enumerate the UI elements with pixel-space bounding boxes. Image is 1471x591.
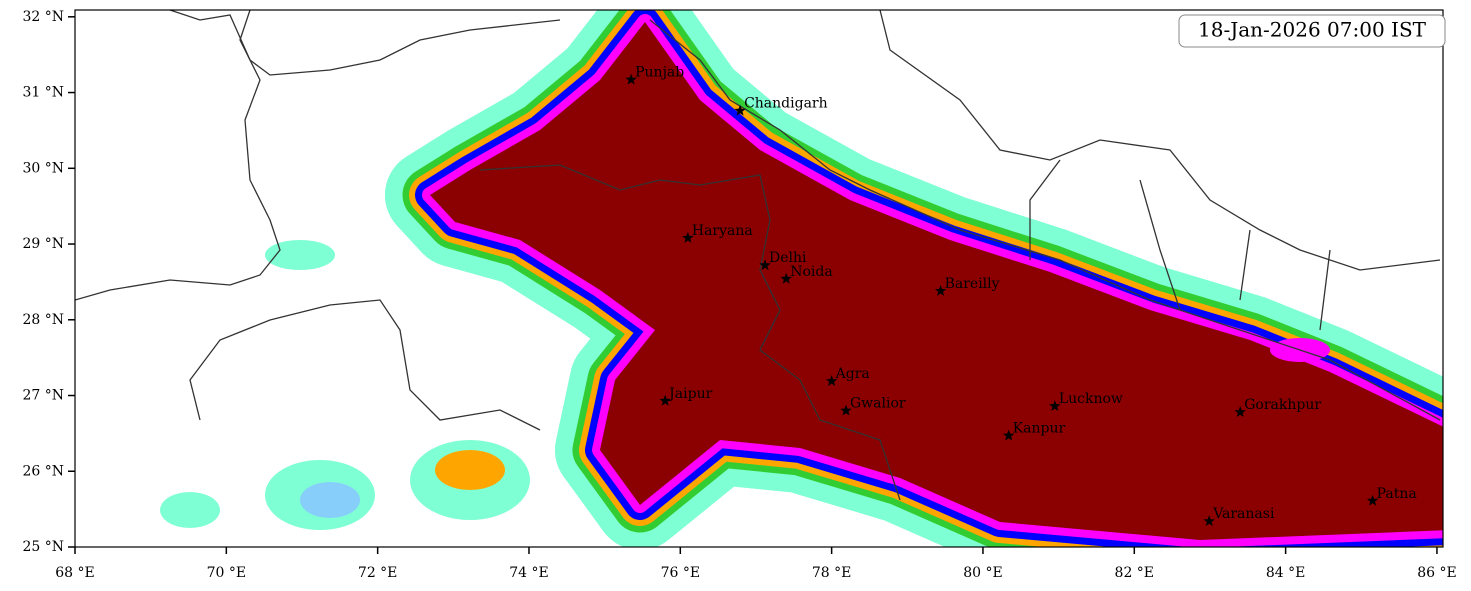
city-marker	[1203, 515, 1215, 527]
city-marker	[825, 375, 838, 386]
x-tick-label: 78 °E	[812, 565, 851, 581]
x-tick-label: 80 °E	[963, 565, 1002, 581]
city-marker	[659, 394, 671, 406]
city-label: Chandigarh	[744, 96, 828, 112]
plot-frame	[74, 9, 1444, 548]
x-tick-label: 82 °E	[1115, 565, 1154, 581]
x-tick-label: 76 °E	[661, 565, 700, 581]
city-marker	[1366, 494, 1379, 506]
x-tick-label: 84 °E	[1266, 565, 1305, 581]
borders	[75, 10, 1441, 501]
city-marker	[1234, 406, 1246, 417]
y-tick-label: 31 °N	[22, 85, 64, 101]
y-tick-label: 26 °N	[22, 463, 64, 479]
city-label: Lucknow	[1059, 391, 1123, 407]
city-marker	[1049, 400, 1061, 411]
y-tick-label: 27 °N	[22, 388, 64, 404]
fog-patches	[160, 240, 1330, 530]
x-tick-label: 72 °E	[358, 565, 397, 581]
city-label: Agra	[835, 366, 870, 382]
city-marker	[1003, 429, 1015, 441]
x-tick-label: 68 °E	[55, 565, 94, 581]
city-label: Gorakhpur	[1244, 397, 1321, 413]
city-marker	[780, 272, 792, 284]
city-marker	[625, 73, 637, 85]
y-tick-label: 30 °N	[22, 160, 64, 176]
city-label: Jaipur	[667, 386, 712, 402]
title-box	[1178, 14, 1446, 48]
city-label: Punjab	[635, 65, 684, 81]
city-label: Delhi	[769, 250, 807, 266]
title: 18-Jan-2026 07:00 IST	[1198, 18, 1427, 42]
fog-bands	[385, 10, 1443, 547]
city-marker	[934, 285, 947, 296]
city-label: Patna	[1377, 486, 1417, 502]
city-label: Gwalior	[850, 396, 906, 412]
y-tick-label: 32 °N	[22, 9, 64, 25]
x-tick-label: 74 °E	[509, 565, 548, 581]
city-marker	[734, 104, 746, 116]
city-marker	[840, 404, 852, 416]
city-label: Haryana	[692, 223, 753, 239]
y-tick-label: 28 °N	[22, 312, 64, 328]
x-tick-label: 86 °E	[1417, 565, 1456, 581]
city-marker	[759, 259, 771, 271]
y-tick-label: 29 °N	[22, 236, 64, 252]
city-label: Noida	[790, 264, 832, 280]
city-label: Kanpur	[1013, 421, 1066, 437]
city-marker	[682, 232, 694, 243]
fog-field	[75, 10, 1443, 547]
city-label: Varanasi	[1212, 506, 1275, 522]
city-label: Bareilly	[945, 276, 1000, 292]
y-tick-label: 25 °N	[22, 539, 64, 555]
x-tick-label: 70 °E	[207, 565, 246, 581]
